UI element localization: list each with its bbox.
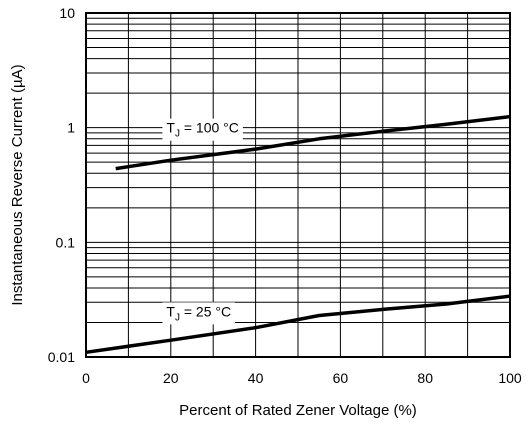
- annotations: TJ = 100 °C TJ = 25 °C: [162, 118, 243, 325]
- y-tick-label: 10: [59, 5, 75, 21]
- series-annotation-1: TJ = 100 °C: [162, 118, 243, 141]
- x-tick-label: 80: [417, 370, 433, 386]
- annotation-label: TJ = 100 °C: [166, 120, 238, 140]
- x-tick-label: 100: [498, 370, 522, 386]
- x-tick-label: 20: [163, 370, 179, 386]
- plot-frame: [85, 12, 511, 358]
- y-tick-label: 0.01: [48, 349, 75, 365]
- y-tick-labels: 0.01 0.1 1 10: [48, 5, 75, 365]
- x-tick-label: 40: [248, 370, 264, 386]
- series-line-2: [85, 294, 511, 355]
- x-tick-labels: 0 20 40 60 80 100: [82, 370, 522, 386]
- y-axis-title: Instantaneous Reverse Current (µA): [9, 64, 26, 305]
- annotation-background: [162, 118, 243, 141]
- x-tick-label: 60: [333, 370, 349, 386]
- annotation-label: TJ = 25 °C: [166, 303, 231, 323]
- x-axis-title: Percent of Rated Zener Voltage (%): [179, 402, 417, 419]
- annotation-background: [162, 302, 236, 325]
- series-lines: [85, 114, 511, 355]
- grid: [86, 13, 510, 357]
- series-annotation-2: TJ = 25 °C: [162, 302, 236, 325]
- y-tick-label: 0.1: [56, 234, 76, 250]
- y-tick-label: 1: [67, 120, 75, 136]
- x-tick-label: 0: [82, 370, 90, 386]
- series-line-1: [115, 114, 511, 171]
